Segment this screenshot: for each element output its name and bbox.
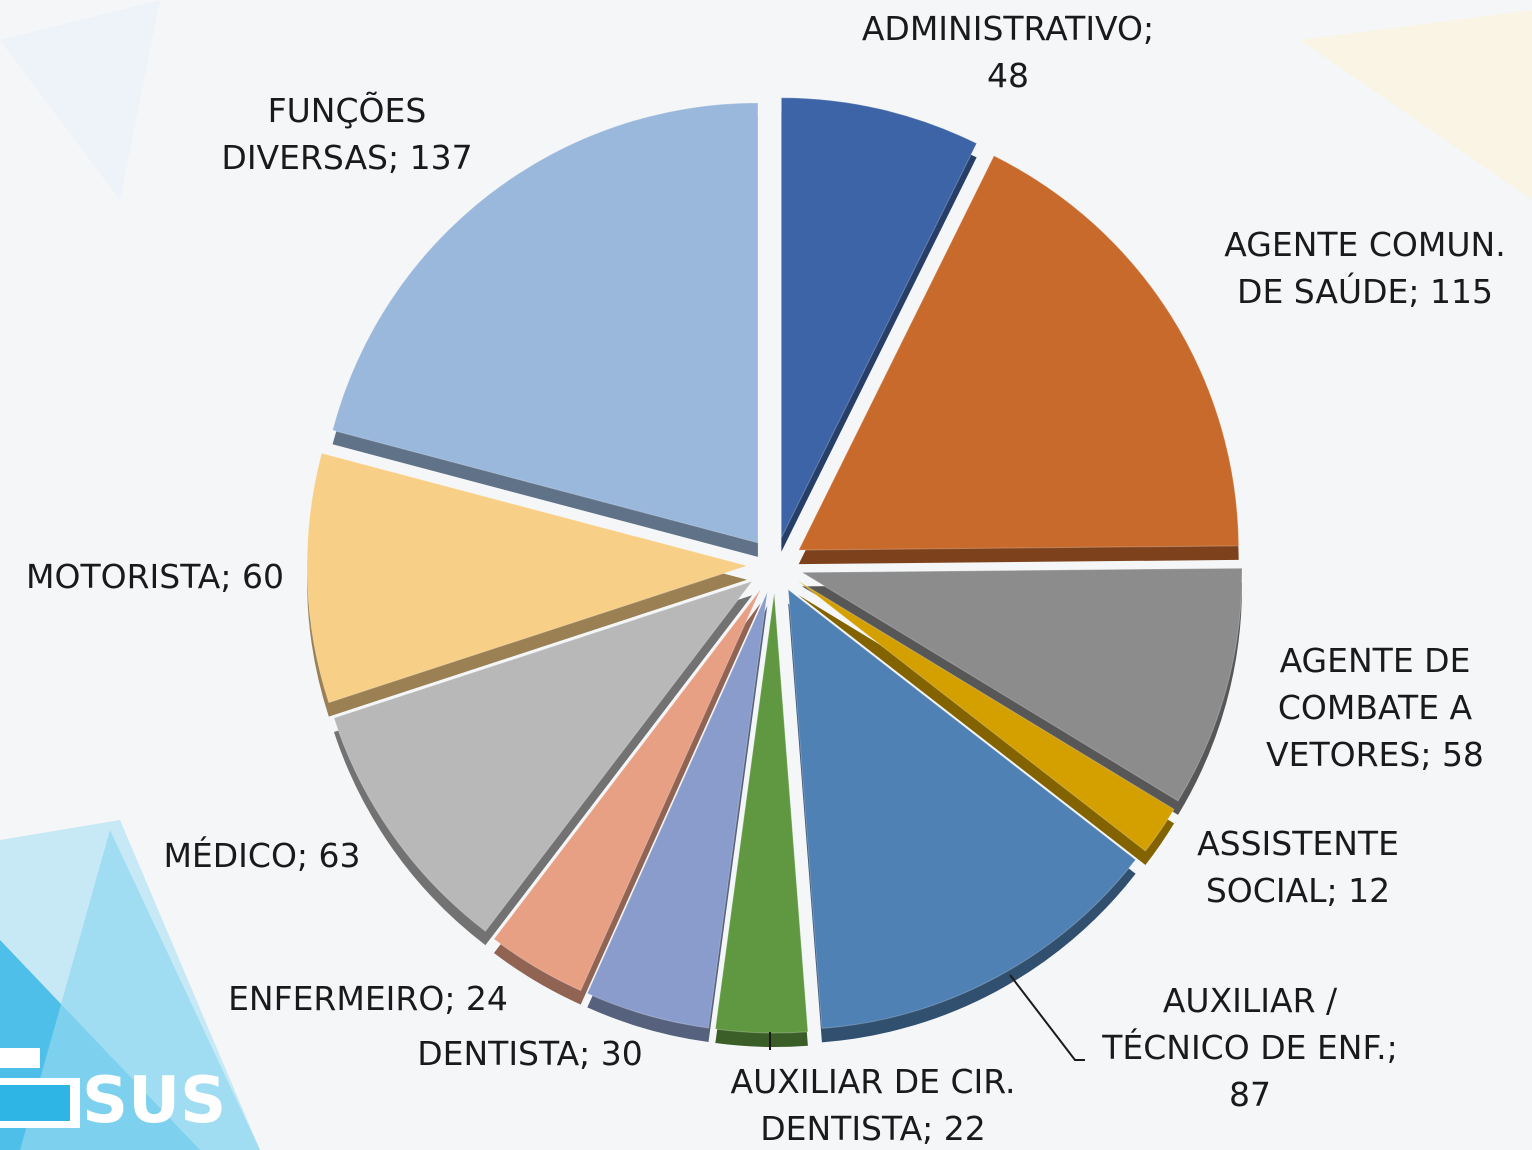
slices — [306, 97, 1243, 1034]
slice — [586, 591, 768, 1029]
label-line: ADMINISTRATIVO; — [862, 9, 1154, 48]
slice — [493, 588, 762, 992]
label-line: 87 — [1229, 1075, 1271, 1114]
data-label: AGENTE COMUN. DE SAÚDE; 115 — [1224, 225, 1505, 311]
slice — [306, 452, 749, 704]
data-label: AGENTE DE COMBATE A VETORES; 58 — [1266, 641, 1484, 774]
label-line: AUXILIAR / — [1163, 981, 1338, 1020]
slice — [780, 97, 978, 538]
slice — [331, 102, 759, 544]
slice — [797, 155, 1240, 551]
data-label: AUXILIAR DE CIR. DENTISTA; 22 — [731, 1062, 1016, 1148]
slice — [714, 592, 809, 1034]
label-line: ENFERMEIRO; 24 — [228, 979, 508, 1018]
data-label: ADMINISTRATIVO; 48 — [862, 9, 1154, 95]
data-label: MOTORISTA; 60 — [26, 557, 284, 596]
data-label: MÉDICO; 63 — [163, 835, 360, 875]
label-line: DIVERSAS; 137 — [221, 138, 472, 177]
data-label: FUNÇÕES DIVERSAS; 137 — [221, 90, 472, 177]
label-line: TÉCNICO DE ENF.; — [1101, 1027, 1398, 1067]
label-line: AUXILIAR DE CIR. — [731, 1062, 1016, 1101]
label-line: MOTORISTA; 60 — [26, 557, 284, 596]
slice — [333, 580, 754, 932]
label-line: DENTISTA; 22 — [760, 1109, 986, 1148]
logo-text: SUS — [82, 1064, 226, 1138]
label-line: DENTISTA; 30 — [417, 1034, 643, 1073]
data-label: ASSISTENTE SOCIAL; 12 — [1197, 824, 1399, 910]
label-line: SOCIAL; 12 — [1206, 871, 1390, 910]
label-line: ASSISTENTE — [1197, 824, 1399, 863]
label-line: DE SAÚDE; 115 — [1237, 271, 1493, 311]
label-line: COMBATE A — [1278, 688, 1473, 727]
data-label: ENFERMEIRO; 24 — [228, 979, 508, 1018]
label-line: VETORES; 58 — [1266, 735, 1484, 774]
slice — [787, 588, 1137, 1029]
leader-lines — [769, 974, 1085, 1061]
label-line: AGENTE COMUN. — [1224, 225, 1505, 264]
label-line: MÉDICO; 63 — [163, 835, 360, 875]
label-line: AGENTE DE — [1280, 641, 1471, 680]
data-label: DENTISTA; 30 — [417, 1034, 643, 1073]
data-label: AUXILIAR / TÉCNICO DE ENF.; 87 — [1101, 981, 1398, 1114]
label-line: FUNÇÕES — [268, 90, 427, 130]
slice — [797, 580, 1175, 852]
slice — [800, 567, 1243, 802]
label-line: 48 — [987, 56, 1029, 95]
labels: ADMINISTRATIVO; 48 AGENTE COMUN. DE SAÚDE; … — [26, 9, 1506, 1148]
logo-mark — [0, 1048, 80, 1128]
